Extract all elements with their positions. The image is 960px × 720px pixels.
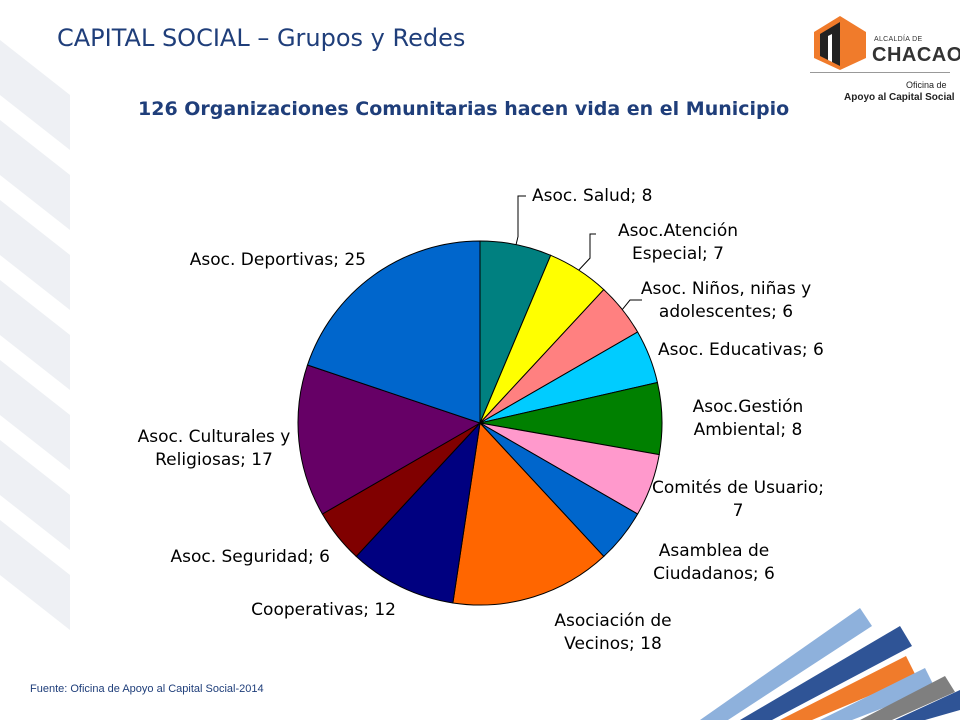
pie-label-line: Asamblea de [659, 541, 770, 561]
pie-slice-7 [452, 421, 605, 606]
footer-source: Fuente: Oficina de Apoyo al Capital Soci… [30, 683, 264, 695]
pie-label-line: Comités de Usuario; [652, 478, 824, 498]
chart-title: 126 Organizaciones Comunitarias hacen vi… [138, 98, 790, 120]
pie-label-line: 7 [733, 501, 744, 521]
leader-line-1 [578, 233, 596, 271]
pie-label-line: Especial; 7 [632, 244, 724, 264]
logo-name: CHACAO [872, 44, 960, 66]
pie-slice-8 [355, 421, 481, 604]
pie-slices [297, 240, 663, 606]
pie-label-line: adolescentes; 6 [659, 302, 793, 322]
logo-office-line1: Oficina de [906, 80, 947, 90]
pie-label-line: Asoc. Seguridad; 6 [170, 547, 330, 567]
page-header: CAPITAL SOCIAL – Grupos y Redes [57, 24, 466, 52]
pie-label-2: Asoc. Niños, niñas y adolescentes; 6 [641, 279, 811, 322]
pie-slice-11 [306, 240, 481, 424]
pie-label-line: Cooperativas; 12 [251, 600, 396, 620]
pie-label-3: Asoc. Educativas; 6 [658, 340, 824, 360]
pie-label-line: Asoc. Niños, niñas y [641, 279, 811, 299]
chacao-logo-mark-icon [814, 16, 866, 70]
pie-label-5: Comités de Usuario; 7 [652, 478, 824, 521]
pie-label-0: Asoc. Salud; 8 [532, 186, 653, 206]
pie-leader-lines [515, 195, 642, 310]
pie-label-line: Vecinos; 18 [564, 634, 662, 654]
pie-label-line: Asociación de [554, 611, 671, 631]
pie-label-line: Asoc. Salud; 8 [532, 186, 653, 206]
pie-label-line: Asoc. Deportivas; 25 [190, 250, 366, 270]
logo-divider [810, 72, 950, 73]
pie-label-11: Asoc. Deportivas; 25 [190, 250, 366, 270]
pie-label-4: Asoc.Gestión Ambiental; 8 [693, 397, 804, 440]
pie-label-line: Asoc. Culturales y [138, 427, 291, 447]
pie-label-line: Religiosas; 17 [155, 450, 273, 470]
pie-label-line: Ambiental; 8 [694, 420, 803, 440]
pie-label-6: Asamblea de Ciudadanos; 6 [653, 541, 775, 584]
leader-line-2 [621, 299, 642, 310]
pie-label-8: Cooperativas; 12 [251, 600, 396, 620]
logo-small-text: ALCALDÍA DE [874, 36, 923, 43]
pie-label-line: Asoc.Gestión [693, 397, 804, 417]
pie-label-10: Asoc. Culturales y Religiosas; 17 [138, 427, 291, 470]
logo-office-line2: Apoyo al Capital Social [844, 92, 955, 103]
pie-label-9: Asoc. Seguridad; 6 [170, 547, 330, 567]
pie-label-7: Asociación de Vecinos; 18 [554, 611, 671, 654]
chacao-logo: ALCALDÍA DE CHACAO Oficina de Apoyo al C… [810, 14, 960, 110]
pie-label-line: Ciudadanos; 6 [653, 564, 775, 584]
pie-slice-10 [297, 364, 482, 515]
pie-label-line: Asoc. Educativas; 6 [658, 340, 824, 360]
leader-line-0 [515, 195, 526, 245]
pie-label-1: Asoc.Atención Especial; 7 [618, 221, 738, 264]
pie-label-line: Asoc.Atención [618, 221, 738, 241]
